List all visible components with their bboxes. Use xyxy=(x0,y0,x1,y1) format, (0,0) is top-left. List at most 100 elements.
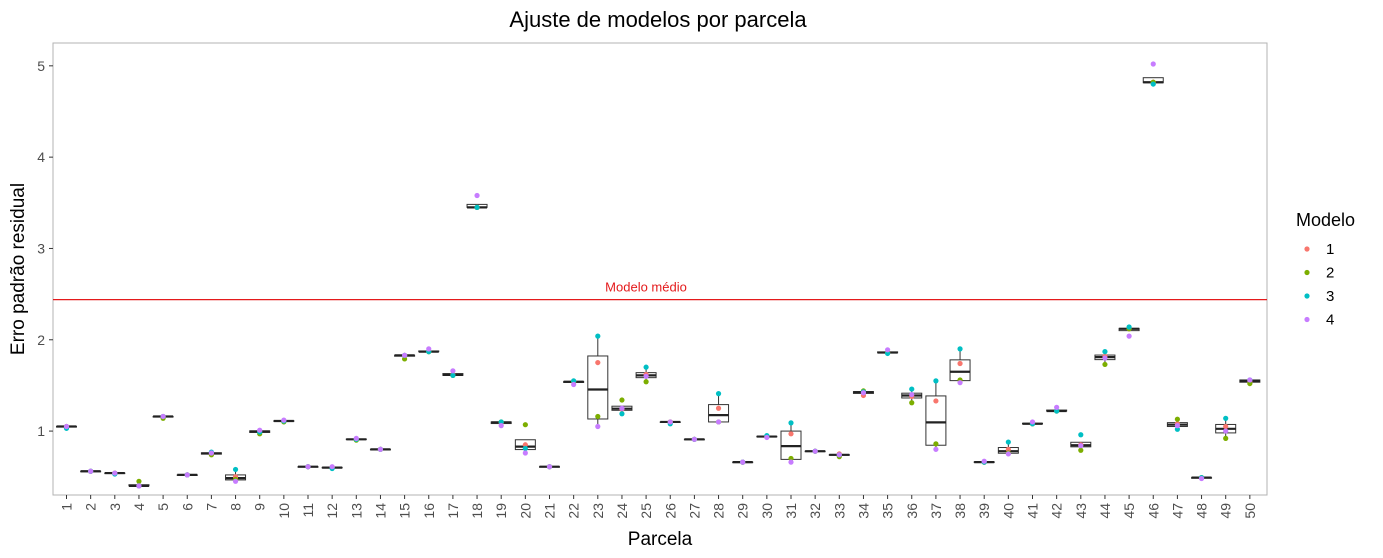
x-tick-label: 39 xyxy=(976,503,992,519)
point-modelo-4-parcela-17 xyxy=(450,368,456,374)
point-modelo-4-parcela-42 xyxy=(1054,404,1060,410)
point-modelo-3-parcela-37 xyxy=(933,378,939,384)
point-modelo-4-parcela-21 xyxy=(546,464,553,470)
point-modelo-2-parcela-43 xyxy=(1078,447,1084,453)
point-modelo-3-parcela-18 xyxy=(474,204,480,210)
point-modelo-3-parcela-20 xyxy=(522,445,528,452)
legend-label-3: 3 xyxy=(1326,288,1334,305)
legend-swatch-1 xyxy=(1304,246,1310,252)
legend-title: Modelo xyxy=(1296,210,1355,230)
x-tick-label: 5 xyxy=(155,503,171,511)
x-tick-label: 15 xyxy=(397,503,413,519)
x-tick-label: 20 xyxy=(517,503,533,519)
point-modelo-3-parcela-47 xyxy=(1174,426,1180,432)
point-modelo-4-parcela-36 xyxy=(909,391,915,398)
x-tick-label: 49 xyxy=(1218,503,1234,519)
point-modelo-2-parcela-49 xyxy=(1223,435,1229,441)
legend-label-4: 4 xyxy=(1326,312,1334,329)
point-modelo-3-parcela-31 xyxy=(788,420,794,426)
data-points xyxy=(63,61,1253,489)
y-axis-title: Erro padrão residual xyxy=(8,183,29,355)
point-modelo-4-parcela-10 xyxy=(281,417,287,423)
point-modelo-4-parcela-19 xyxy=(498,423,504,429)
point-modelo-4-parcela-18 xyxy=(474,192,480,199)
point-modelo-4-parcela-22 xyxy=(571,381,577,388)
point-modelo-4-parcela-45 xyxy=(1126,333,1132,339)
chart-title: Ajuste de modelos por parcela xyxy=(509,7,807,32)
x-tick-label: 28 xyxy=(711,503,727,519)
point-modelo-3-parcela-35 xyxy=(885,350,891,357)
x-tick-label: 40 xyxy=(1000,503,1016,519)
boxplot-parcela-31 xyxy=(780,422,802,463)
x-tick-label: 11 xyxy=(300,503,316,518)
point-modelo-2-parcela-47 xyxy=(1174,416,1180,422)
point-modelo-2-parcela-31 xyxy=(788,455,794,462)
x-tick-label: 2 xyxy=(83,503,99,511)
x-tick-label: 4 xyxy=(131,503,147,511)
x-tick-label: 42 xyxy=(1049,503,1065,519)
x-tick-label: 10 xyxy=(276,503,292,519)
x-tick-label: 16 xyxy=(421,503,437,519)
point-modelo-1-parcela-23 xyxy=(595,359,601,366)
point-modelo-2-parcela-23 xyxy=(595,413,601,420)
point-modelo-4-parcela-38 xyxy=(957,380,963,386)
point-modelo-4-parcela-48 xyxy=(1198,475,1205,482)
point-modelo-4-parcela-30 xyxy=(764,434,770,441)
point-modelo-4-parcela-14 xyxy=(377,446,384,452)
point-modelo-4-parcela-4 xyxy=(136,483,142,489)
legend-swatch-3 xyxy=(1304,293,1310,299)
x-tick-label: 45 xyxy=(1121,503,1137,519)
boxplot-parcela-23 xyxy=(587,336,609,427)
point-modelo-4-parcela-15 xyxy=(402,352,408,358)
y-tick-label: 1 xyxy=(37,423,45,439)
point-modelo-3-parcela-23 xyxy=(595,333,601,339)
point-modelo-4-parcela-47 xyxy=(1174,423,1180,429)
x-tick-label: 14 xyxy=(372,503,388,519)
x-tick-label: 29 xyxy=(735,503,751,519)
legend-label-2: 2 xyxy=(1326,265,1334,282)
x-tick-label: 7 xyxy=(203,503,219,511)
x-tick-label: 27 xyxy=(686,503,702,519)
x-tick-label: 26 xyxy=(662,503,678,519)
x-tick-label: 37 xyxy=(928,503,944,519)
x-tick-label: 22 xyxy=(566,503,582,519)
point-modelo-4-parcela-32 xyxy=(812,448,818,454)
point-modelo-4-parcela-27 xyxy=(691,436,698,442)
point-modelo-4-parcela-23 xyxy=(595,423,601,430)
point-modelo-4-parcela-26 xyxy=(667,419,673,425)
point-modelo-3-parcela-36 xyxy=(909,386,915,392)
y-tick-label: 3 xyxy=(37,240,45,256)
x-tick-label: 44 xyxy=(1097,503,1113,519)
point-modelo-4-parcela-28 xyxy=(715,419,722,425)
x-tick-label: 34 xyxy=(855,503,871,519)
x-tick-label: 36 xyxy=(904,503,920,519)
point-modelo-3-parcela-43 xyxy=(1078,432,1084,438)
point-modelo-4-parcela-6 xyxy=(184,472,190,478)
y-tick-label: 2 xyxy=(37,332,45,348)
x-axis: 1 2 3 4 5 6 7 8 9 10 11 12 13 14 15 16 17 18 19 20 21 22 23 24 2… xyxy=(59,495,1258,519)
point-modelo-2-parcela-4 xyxy=(136,478,142,484)
x-tick-label: 17 xyxy=(445,503,461,519)
point-modelo-3-parcela-44 xyxy=(1102,349,1108,355)
x-tick-label: 50 xyxy=(1242,503,1258,519)
point-modelo-4-parcela-24 xyxy=(619,405,625,411)
point-modelo-4-parcela-39 xyxy=(981,458,987,464)
reference-line-group: Modelo médio xyxy=(53,280,1267,301)
point-modelo-1-parcela-38 xyxy=(957,360,963,367)
x-tick-label: 30 xyxy=(759,503,775,519)
x-tick-label: 31 xyxy=(783,503,799,519)
x-tick-label: 19 xyxy=(493,503,509,519)
x-tick-label: 23 xyxy=(590,503,606,519)
point-modelo-4-parcela-49 xyxy=(1223,428,1229,434)
point-modelo-3-parcela-22 xyxy=(571,378,577,384)
point-modelo-3-parcela-28 xyxy=(715,391,722,397)
point-modelo-4-parcela-33 xyxy=(836,452,842,458)
legend-swatch-4 xyxy=(1304,316,1310,323)
point-modelo-4-parcela-50 xyxy=(1247,377,1253,383)
x-tick-label: 1 xyxy=(59,503,75,511)
point-modelo-1-parcela-31 xyxy=(788,431,794,437)
point-modelo-3-parcela-45 xyxy=(1126,324,1132,330)
x-tick-label: 41 xyxy=(1025,503,1041,519)
y-tick-label: 4 xyxy=(37,149,45,165)
